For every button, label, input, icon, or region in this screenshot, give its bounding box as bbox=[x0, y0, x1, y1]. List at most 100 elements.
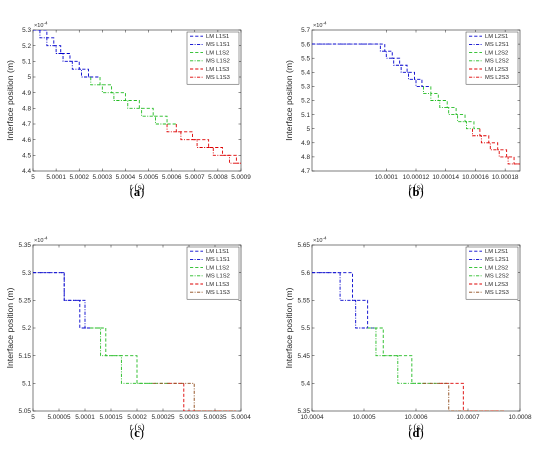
legend-entry: MS L1S1 bbox=[206, 257, 230, 263]
series-line-ms-l2s1 bbox=[312, 43, 424, 87]
x-tick-label: 5.00025 bbox=[151, 414, 175, 421]
x-axis-label: t (s) bbox=[408, 182, 423, 193]
x-tick-label: 10.0006 bbox=[404, 414, 428, 421]
series-line-lm-l2s1 bbox=[312, 43, 431, 87]
legend-entry: LM L1S2 bbox=[206, 50, 229, 56]
y-tick-label: 5.35 bbox=[19, 242, 32, 249]
series-line-ms-l2s1 bbox=[312, 272, 368, 329]
y-tick-label: 5.25 bbox=[19, 298, 32, 305]
panel-caption-letter: a bbox=[134, 185, 141, 199]
y-exponent-power: -4 bbox=[323, 21, 328, 26]
x-tick-label: 5.0001 bbox=[46, 174, 66, 181]
y-tick-label: 4.7 bbox=[22, 121, 31, 128]
legend-entry: LM L2S1 bbox=[485, 34, 508, 40]
y-tick-label: 5.35 bbox=[298, 408, 311, 415]
y-tick-label: 5.15 bbox=[19, 353, 32, 360]
y-tick-label: 5.4 bbox=[301, 70, 310, 77]
x-tick-label: 5.00005 bbox=[47, 414, 71, 421]
y-tick-label: 5.5 bbox=[301, 325, 310, 332]
series-line-lm-l2s3 bbox=[439, 382, 505, 411]
y-tick-label: 5 bbox=[27, 74, 31, 81]
x-tick-label: 10.0008 bbox=[508, 414, 532, 421]
series-line-lm-l2s3 bbox=[479, 128, 520, 165]
chart-panel-c: 5.055.15.155.25.255.35.355 5.00005 5.0001 5… bbox=[5, 236, 251, 441]
legend-entry: MS L2S3 bbox=[485, 290, 509, 296]
series-line-lm-l1s1 bbox=[33, 30, 101, 78]
x-tick-label: 10.00014 bbox=[432, 174, 459, 181]
series-line-ms-l1s3 bbox=[166, 124, 241, 164]
panel-caption: (d) bbox=[408, 426, 423, 440]
legend-entry: MS L1S1 bbox=[206, 42, 230, 48]
y-tick-label: 5.7 bbox=[301, 27, 310, 34]
x-tick-label: 5.0003 bbox=[93, 174, 113, 181]
x-tick-label: 5.0007 bbox=[185, 174, 205, 181]
legend-entry: MS L2S2 bbox=[485, 59, 509, 65]
legend-entry: LM L1S2 bbox=[206, 265, 229, 271]
x-tick-label: 5.0009 bbox=[231, 174, 251, 181]
panel-caption: (b) bbox=[408, 185, 423, 199]
legend-entry: LM L1S3 bbox=[206, 282, 229, 288]
x-tick-label: 10.0007 bbox=[456, 414, 480, 421]
x-tick-label: 10.0004 bbox=[300, 414, 324, 421]
legend: LM L1S1 MS L1S1 LM L1S2 MS L1S2 LM L1S3 MS L1… bbox=[186, 31, 240, 85]
y-tick-label: 5.45 bbox=[298, 353, 311, 360]
panel-caption: (c) bbox=[130, 426, 144, 440]
x-tick-label: 5.0004 bbox=[231, 414, 251, 421]
series-line-ms-l2s3 bbox=[422, 382, 505, 411]
x-tick-label: 5.0008 bbox=[208, 174, 228, 181]
y-exponent-label: ×10-4 bbox=[34, 21, 48, 30]
legend: LM L2S1 MS L2S1 LM L2S2 MS L2S2 LM L2S3 MS L2… bbox=[465, 246, 519, 300]
x-axis-label: t (s) bbox=[129, 422, 144, 433]
series-line-lm-l2s2 bbox=[374, 327, 440, 384]
legend: LM L1S1 MS L1S1 LM L1S2 MS L1S2 LM L1S3 MS L1… bbox=[186, 246, 240, 300]
y-tick-label: 5.6 bbox=[301, 41, 310, 48]
legend-entry: MS L1S2 bbox=[206, 274, 230, 280]
y-tick-label: 5.55 bbox=[298, 298, 311, 305]
chart-panel-b: 4.7 4.8 4.9 5 5.1 5.2 5.3 5.4 5.5 5.6 5.7 10.0001 10… bbox=[284, 21, 521, 199]
panel-caption-letter: d bbox=[413, 426, 420, 440]
legend-entry: MS L2S2 bbox=[485, 274, 509, 280]
x-axis-unit: (s) bbox=[411, 422, 423, 433]
legend-entry: MS L2S1 bbox=[485, 257, 509, 263]
y-tick-label: 4.8 bbox=[22, 106, 31, 113]
x-tick-label: 5.0001 bbox=[75, 414, 95, 421]
legend-entry: LM L2S3 bbox=[485, 282, 508, 288]
y-exponent-power: -4 bbox=[323, 236, 328, 241]
legend-entry: MS L2S1 bbox=[485, 42, 509, 48]
y-tick-label: 5.6 bbox=[301, 270, 310, 277]
y-tick-label: 5.65 bbox=[298, 242, 311, 249]
y-tick-label: 4.7 bbox=[301, 168, 310, 175]
legend-entry: LM L1S3 bbox=[206, 67, 229, 73]
y-tick-label: 5.3 bbox=[22, 27, 31, 34]
y-tick-label: 5.2 bbox=[22, 43, 31, 50]
legend-entry: LM L1S1 bbox=[206, 249, 229, 255]
x-tick-label: 5.0002 bbox=[127, 414, 147, 421]
legend: LM L2S1 MS L2S1 LM L2S2 MS L2S2 LM L2S3 MS L2… bbox=[465, 31, 519, 85]
x-axis-label: t (s) bbox=[408, 422, 423, 433]
y-tick-label: 4.9 bbox=[301, 140, 310, 147]
x-tick-label: 5.0005 bbox=[139, 174, 159, 181]
x-tick-label: 5.0002 bbox=[69, 174, 89, 181]
series-line-ms-l2s3 bbox=[472, 128, 520, 165]
y-tick-label: 4.6 bbox=[22, 137, 31, 144]
y-tick-label: 5.1 bbox=[22, 381, 31, 388]
legend-box bbox=[186, 246, 240, 300]
y-tick-label: 4.5 bbox=[22, 153, 31, 160]
y-axis-label: Interface position (m) bbox=[284, 60, 294, 141]
series-line-ms-l2s2 bbox=[422, 86, 473, 130]
y-tick-label: 5.4 bbox=[301, 381, 310, 388]
y-tick-label: 5 bbox=[306, 126, 310, 133]
y-axis-label: Interface position (m) bbox=[5, 60, 15, 141]
y-exponent-label: ×10-4 bbox=[313, 236, 327, 245]
legend-entry: LM L1S1 bbox=[206, 34, 229, 40]
x-axis-variable: t bbox=[408, 423, 411, 433]
x-tick-label: 10.00018 bbox=[492, 174, 519, 181]
x-tick-label: 5.0003 bbox=[179, 414, 199, 421]
x-axis-variable: t bbox=[408, 183, 411, 193]
y-tick-label: 5.2 bbox=[301, 98, 310, 105]
y-tick-label: 4.4 bbox=[22, 168, 31, 175]
legend-entry: LM L2S2 bbox=[485, 265, 508, 271]
x-axis-variable: t bbox=[129, 423, 132, 433]
x-axis-variable: t bbox=[129, 183, 132, 193]
x-tick-label: 5.0004 bbox=[116, 174, 136, 181]
